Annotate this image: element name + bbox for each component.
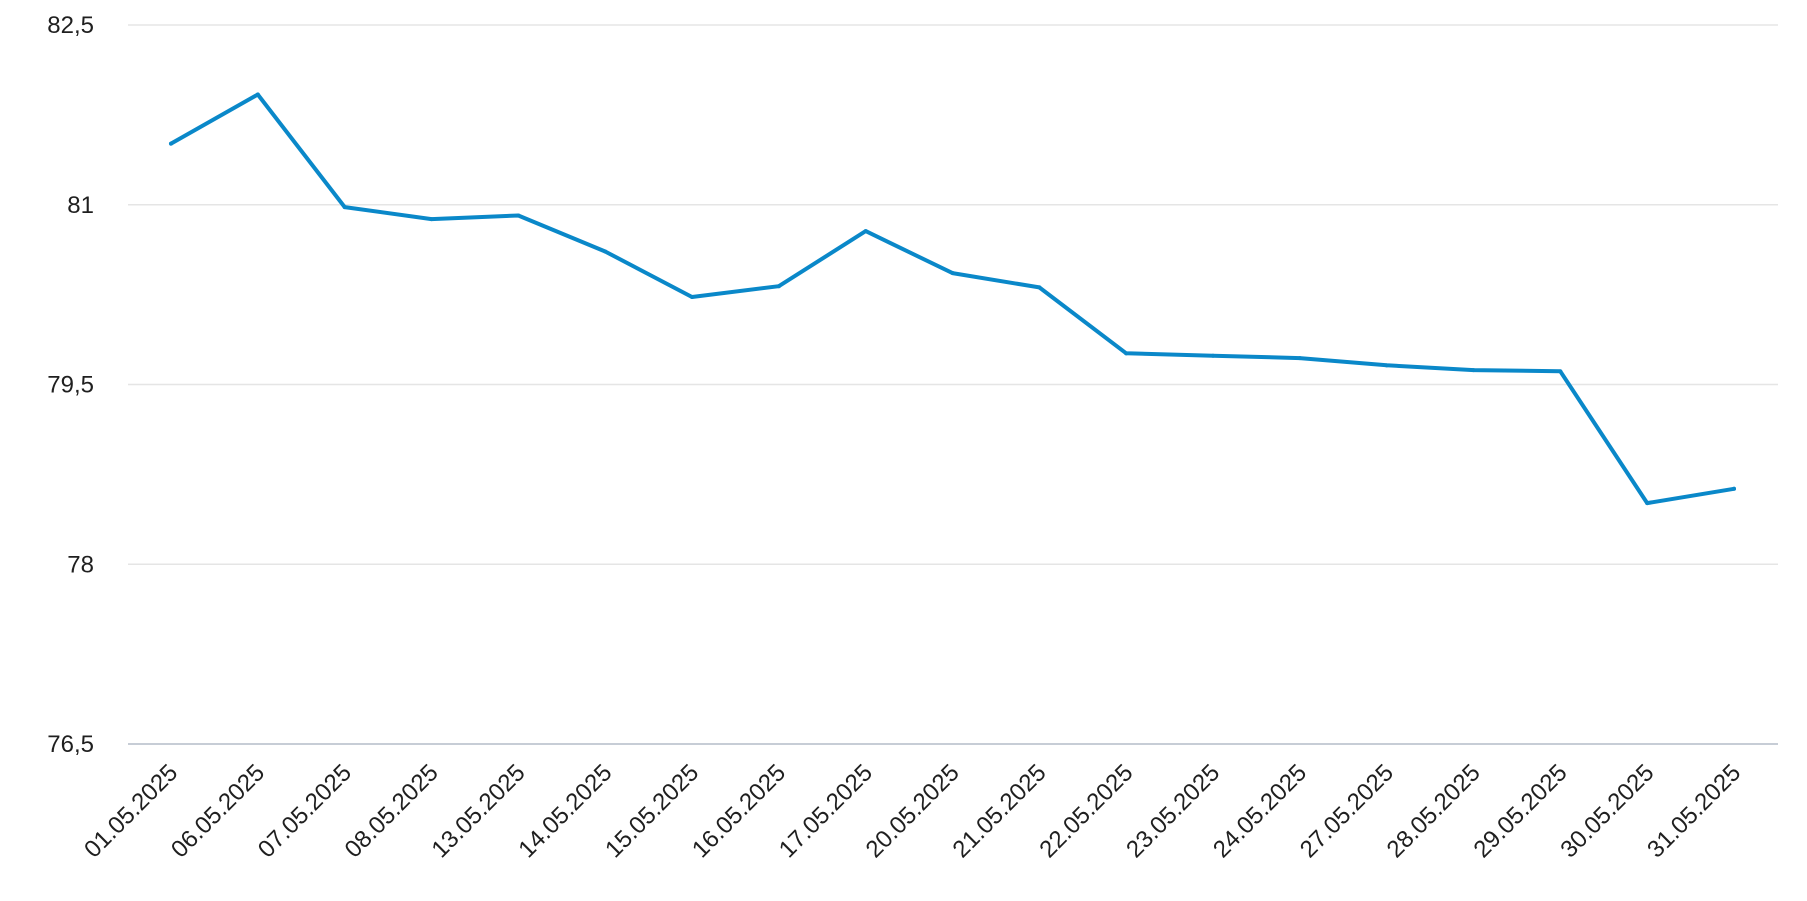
data-point bbox=[255, 92, 260, 97]
data-point bbox=[342, 205, 347, 210]
x-tick-label: 17.05.2025 bbox=[774, 759, 878, 863]
data-point bbox=[1037, 285, 1042, 290]
data-point bbox=[1645, 501, 1650, 506]
x-tick-label: 24.05.2025 bbox=[1208, 759, 1312, 863]
x-tick-label: 21.05.2025 bbox=[948, 759, 1052, 863]
x-tick-label: 13.05.2025 bbox=[427, 759, 531, 863]
grid-layer bbox=[128, 24, 1778, 745]
data-point bbox=[1211, 353, 1215, 358]
data-point bbox=[1471, 368, 1476, 373]
data-point bbox=[429, 217, 434, 222]
y-tick-label: 78 bbox=[67, 551, 94, 578]
data-point bbox=[1558, 369, 1563, 374]
x-tick-label: 07.05.2025 bbox=[253, 759, 357, 863]
x-tick-label: 15.05.2025 bbox=[600, 759, 704, 863]
data-point bbox=[516, 213, 521, 218]
x-tick-label: 08.05.2025 bbox=[340, 759, 444, 863]
x-tick-label: 01.05.2025 bbox=[79, 759, 183, 863]
data-point bbox=[950, 271, 955, 276]
x-tick-label: 20.05.2025 bbox=[861, 759, 965, 863]
series-line bbox=[169, 92, 1736, 506]
data-point bbox=[776, 284, 781, 289]
y-tick-label: 76,5 bbox=[47, 731, 94, 758]
x-tick-label: 14.05.2025 bbox=[513, 759, 617, 863]
x-tick-label: 23.05.2025 bbox=[1121, 759, 1225, 863]
series-layer bbox=[169, 92, 1736, 506]
x-tick-label: 29.05.2025 bbox=[1469, 759, 1573, 863]
x-tick-label: 27.05.2025 bbox=[1295, 759, 1399, 863]
x-tick-label: 30.05.2025 bbox=[1555, 759, 1659, 863]
data-point bbox=[1124, 351, 1129, 356]
x-tick-label: 28.05.2025 bbox=[1382, 759, 1486, 863]
x-tick-label: 31.05.2025 bbox=[1642, 759, 1746, 863]
y-tick-label: 81 bbox=[67, 192, 94, 219]
data-point bbox=[863, 229, 868, 234]
data-point bbox=[690, 295, 694, 300]
data-point bbox=[1384, 363, 1389, 368]
y-tick-label: 82,5 bbox=[47, 12, 94, 39]
x-tick-label: 22.05.2025 bbox=[1034, 759, 1138, 863]
x-axis-ticks: 01.05.202506.05.202507.05.202508.05.2025… bbox=[79, 759, 1746, 863]
data-point bbox=[1297, 356, 1302, 361]
y-axis-ticks: 76,5 78 79,5 81 82,5 bbox=[47, 12, 94, 758]
y-tick-label: 79,5 bbox=[47, 372, 94, 399]
x-tick-label: 16.05.2025 bbox=[687, 759, 791, 863]
data-point bbox=[169, 141, 173, 146]
x-tick-label: 06.05.2025 bbox=[166, 759, 270, 863]
data-point bbox=[603, 249, 608, 254]
data-point bbox=[1732, 486, 1736, 491]
